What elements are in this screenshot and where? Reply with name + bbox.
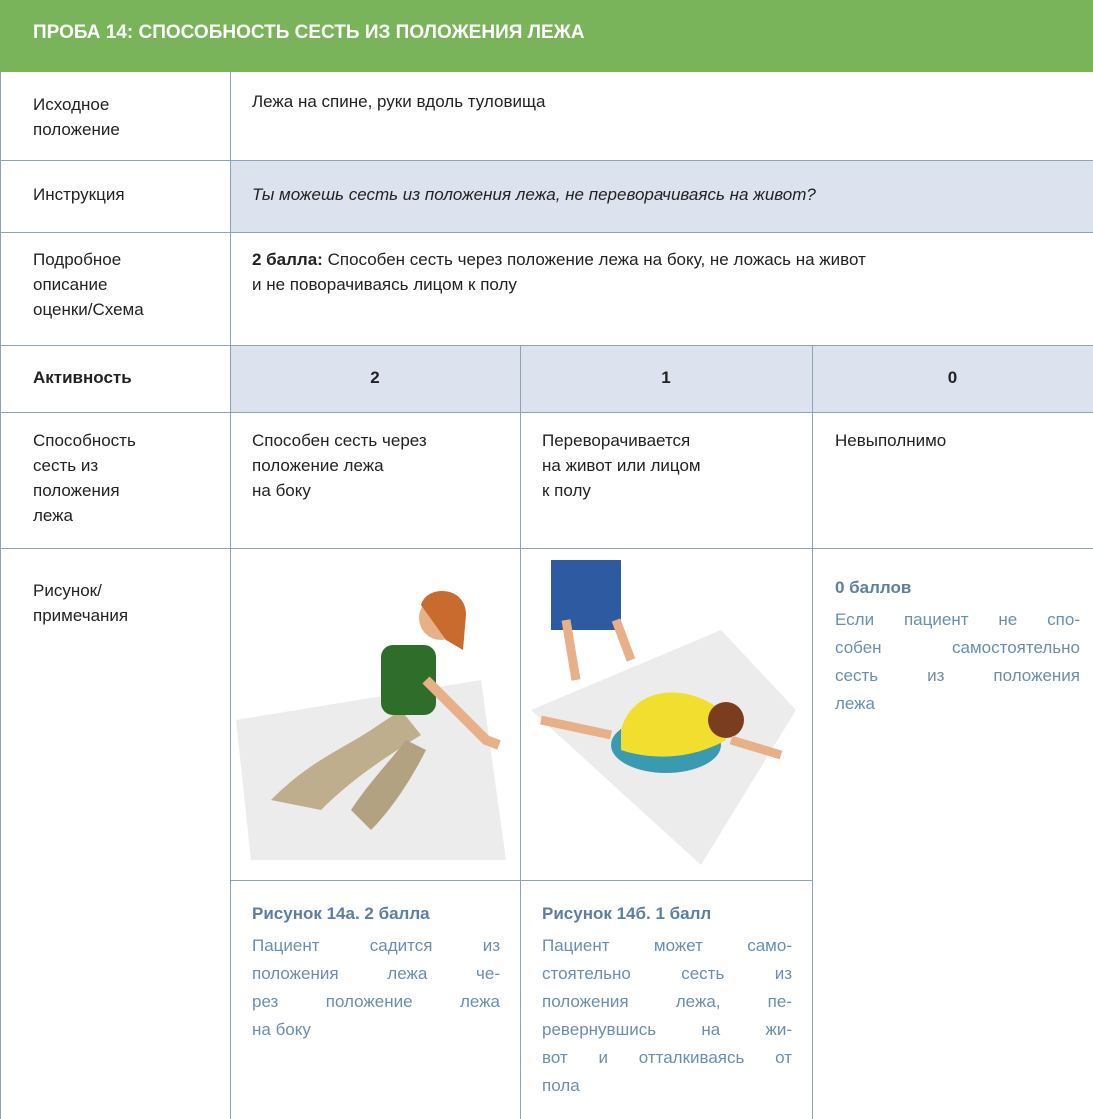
figure-caption: Рисунок 14б. 1 балл Пациент может само-с… <box>542 900 792 1100</box>
cell: Способен сесть через положение лежа на бок… <box>252 428 427 503</box>
text-line: пола <box>542 1076 580 1095</box>
text-line: стоятельно сесть из <box>542 964 792 983</box>
row-label: Способность сесть из положения лежа <box>33 428 136 528</box>
text-line: положение <box>33 120 120 139</box>
figure-caption: Рисунок 14а. 2 балла Пациент садится из п… <box>252 900 500 1044</box>
text-line: рез положение лежа <box>252 992 500 1011</box>
cell: Невыполнимо <box>835 428 946 453</box>
score: 2 <box>370 368 380 387</box>
note: 0 баллов Если пациент не спо-собен самос… <box>835 574 1080 718</box>
instruction-bg <box>230 160 1093 232</box>
text-line: Исходное <box>33 95 110 114</box>
description-line: Способен сесть через положение лежа на б… <box>327 250 866 269</box>
text-line: ревернувшись на жи- <box>542 1020 792 1039</box>
text-line: положения лежа, пе- <box>542 992 792 1011</box>
text-line: лежа <box>835 694 876 713</box>
text-line: собен самостоятельно <box>835 638 1080 657</box>
score-label: 2 балла: <box>252 250 323 269</box>
text-line: Рисунок/ <box>33 581 102 600</box>
activity-bg <box>230 345 1093 412</box>
row-label: Рисунок/примечания <box>33 578 128 628</box>
text-line: Если пациент не спо- <box>835 610 1080 629</box>
row-value: 2 балла: Способен сесть через положение … <box>252 247 866 297</box>
row-value: Ты можешь сесть из положения лежа, не пе… <box>252 185 816 204</box>
text-line: Переворачивается <box>542 431 691 450</box>
description-line: и не поворачиваясь лицом к полу <box>252 275 517 294</box>
text-line: оценки/Схема <box>33 300 144 319</box>
row-value: Лежа на спине, руки вдоль туловища <box>252 92 546 111</box>
text-line: Невыполнимо <box>835 431 947 450</box>
illustration <box>236 591 506 860</box>
score: 0 <box>947 368 958 387</box>
text-line: положение лежа <box>252 456 384 475</box>
text-line: на живот или лицом <box>542 456 701 475</box>
text-line: лежа <box>33 506 74 525</box>
text-line: на боку <box>252 481 311 500</box>
text-line: вот и отталкиваясь от <box>542 1048 792 1067</box>
row-label: Инструкция <box>33 185 125 204</box>
text-line: Способен сесть через <box>252 431 427 450</box>
figure-title: Рисунок 14б. 1 балл <box>542 904 712 923</box>
text-line: положения <box>33 481 120 500</box>
score: 1 <box>661 368 671 387</box>
text-line: положения лежа че- <box>252 964 500 983</box>
figure-text: Пациент может само-стоятельно сесть из по… <box>542 932 792 1100</box>
table-title: ПРОБА 14: СПОСОБНОСТЬ СЕСТЬ ИЗ ПОЛОЖЕНИЯ… <box>0 0 1093 72</box>
text-line: на боку <box>252 1020 311 1039</box>
text-line: Способность <box>33 431 136 450</box>
row-label: Исходное положение <box>33 92 120 142</box>
text-line: сесть из <box>33 456 99 475</box>
illustration <box>531 560 796 865</box>
text-line: Пациент садится из <box>252 936 500 955</box>
text-line: примечания <box>33 606 129 625</box>
text-line: Пациент может само- <box>542 936 792 955</box>
note-title: 0 баллов <box>835 578 912 597</box>
note-text: Если пациент не спо-собен самостоятельно… <box>835 606 1080 718</box>
row-label: Подробное описание оценки/Схема <box>33 247 144 322</box>
text-line: сесть из положения <box>835 666 1080 685</box>
cell: Переворачивается на живот или лицом к полу <box>542 428 701 503</box>
row-label: Активность <box>33 368 132 387</box>
text-line: к полу <box>542 481 591 500</box>
figure-title: Рисунок 14а. 2 балла <box>252 904 430 923</box>
text-line: описание <box>33 275 108 294</box>
text-line: Подробное <box>33 250 122 269</box>
figure-text: Пациент садится из положения лежа че-рез … <box>252 932 500 1044</box>
